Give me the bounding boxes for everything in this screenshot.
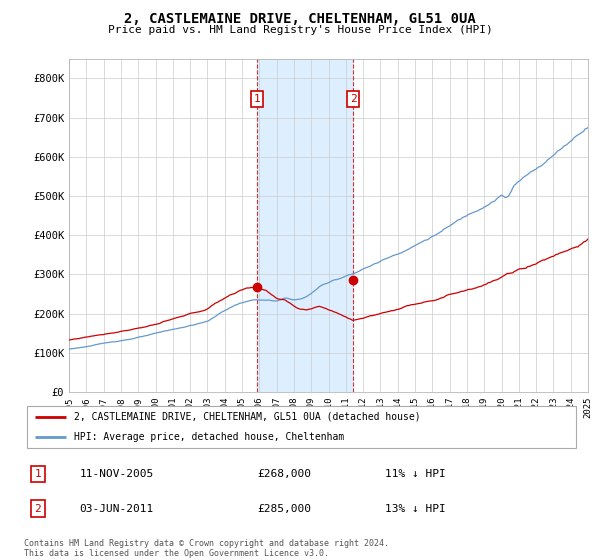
FancyBboxPatch shape <box>27 405 576 449</box>
Text: Contains HM Land Registry data © Crown copyright and database right 2024.
This d: Contains HM Land Registry data © Crown c… <box>24 539 389 558</box>
Text: 1: 1 <box>35 469 41 479</box>
Text: 1: 1 <box>254 94 260 104</box>
Text: £285,000: £285,000 <box>257 504 311 514</box>
Bar <box>257 59 353 392</box>
Text: HPI: Average price, detached house, Cheltenham: HPI: Average price, detached house, Chel… <box>74 432 344 442</box>
Text: £268,000: £268,000 <box>257 469 311 479</box>
Text: 13% ↓ HPI: 13% ↓ HPI <box>385 504 445 514</box>
Text: Price paid vs. HM Land Registry's House Price Index (HPI): Price paid vs. HM Land Registry's House … <box>107 25 493 35</box>
Text: 2: 2 <box>350 94 356 104</box>
Text: 11-NOV-2005: 11-NOV-2005 <box>79 469 154 479</box>
Text: 03-JUN-2011: 03-JUN-2011 <box>79 504 154 514</box>
Text: 11% ↓ HPI: 11% ↓ HPI <box>385 469 445 479</box>
Text: 2: 2 <box>35 504 41 514</box>
Text: 2, CASTLEMAINE DRIVE, CHELTENHAM, GL51 0UA (detached house): 2, CASTLEMAINE DRIVE, CHELTENHAM, GL51 0… <box>74 412 421 422</box>
Text: 2, CASTLEMAINE DRIVE, CHELTENHAM, GL51 0UA: 2, CASTLEMAINE DRIVE, CHELTENHAM, GL51 0… <box>124 12 476 26</box>
